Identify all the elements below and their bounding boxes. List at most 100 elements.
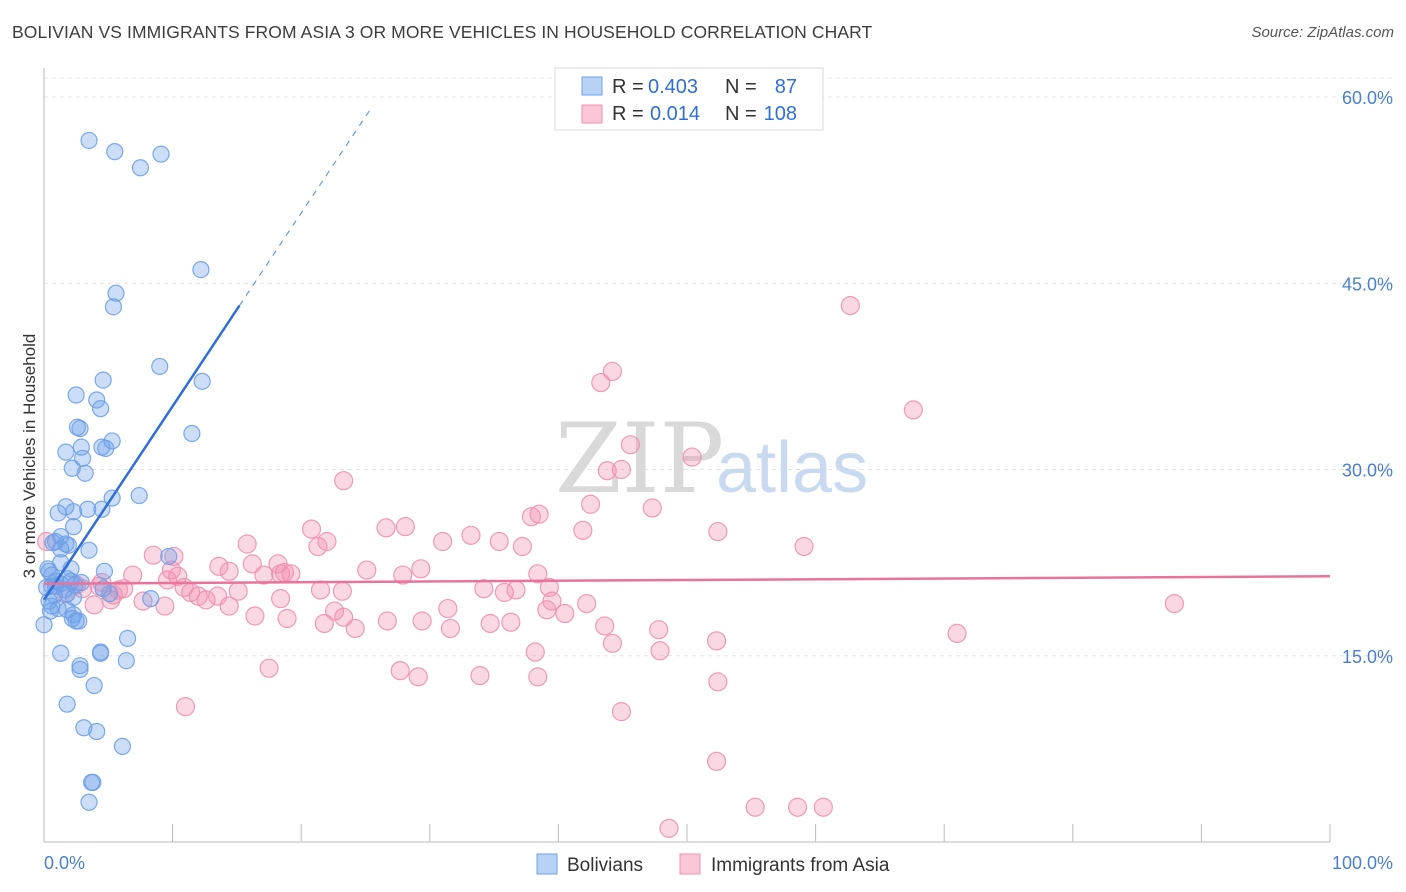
asia-point (525, 642, 545, 662)
y-tick-label: 15.0% (1342, 647, 1393, 667)
asia-point (271, 564, 291, 584)
trend-line-asia (43, 575, 1331, 585)
series-asia-points (36, 296, 1184, 838)
bolivian-point (152, 145, 170, 163)
bolivian-point (160, 547, 178, 566)
y-tick-label: 60.0% (1342, 88, 1393, 108)
bolivian-point (71, 657, 89, 675)
bolivian-point (104, 298, 123, 316)
bolivian-point (55, 581, 74, 599)
asia-point (143, 545, 163, 565)
y-tick-label: 45.0% (1342, 274, 1393, 294)
asia-point (440, 618, 460, 639)
asia-point (314, 613, 334, 634)
asia-point (470, 666, 490, 686)
legend-n-value-2: 108 (764, 103, 797, 125)
asia-point (708, 672, 728, 692)
asia-point (36, 531, 57, 552)
asia-point (259, 658, 279, 678)
source-label: Source: ZipAtlas.com (1251, 24, 1394, 41)
asia-point (591, 372, 611, 393)
asia-point (168, 566, 188, 586)
watermark-atlas: atlas (716, 428, 868, 508)
asia-point (573, 520, 593, 540)
legend-bottom-swatch-asia (679, 853, 701, 875)
asia-point (537, 600, 557, 620)
bolivian-point (130, 486, 148, 505)
asia-point (103, 585, 124, 605)
asia-point (840, 296, 860, 316)
bolivian-point (57, 443, 75, 461)
asia-point (706, 751, 727, 771)
bolivian-point (63, 459, 81, 477)
bolivian-point (192, 260, 210, 279)
bolivian-point (71, 419, 89, 438)
asia-point (489, 531, 509, 552)
bolivian-point (70, 612, 88, 630)
asia-point (529, 504, 549, 524)
asia-point (642, 498, 662, 518)
asia-point (602, 633, 623, 653)
asia-point (155, 596, 175, 616)
asia-point (242, 554, 262, 574)
asia-point (175, 697, 196, 717)
asia-point (794, 536, 814, 557)
bolivian-point (79, 500, 97, 518)
asia-point (196, 590, 216, 610)
y-tick-label: 30.0% (1342, 461, 1393, 481)
asia-point (357, 560, 377, 580)
bolivian-point (49, 504, 67, 522)
legend-bottom: Bolivians Immigrants from Asia (536, 853, 890, 876)
asia-point (745, 797, 765, 817)
asia-point (595, 616, 615, 636)
asia-point (577, 593, 597, 614)
asia-point (555, 603, 575, 624)
asia-point (528, 667, 548, 687)
bolivian-point (80, 131, 98, 150)
bolivian-point (91, 643, 110, 661)
watermark-zip: ZIP (555, 403, 724, 515)
bolivian-point (142, 590, 160, 608)
bolivian-point (94, 371, 112, 389)
bolivian-point (193, 372, 211, 390)
asia-point (1164, 593, 1184, 614)
bolivian-point (85, 676, 103, 695)
asia-point (682, 447, 702, 467)
y-tick-labels: 15.0% 30.0% 45.0% 60.0% (1342, 88, 1393, 667)
asia-point (620, 435, 641, 455)
bolivian-point (75, 719, 93, 737)
asia-point (597, 461, 617, 481)
asia-point (706, 631, 727, 651)
asia-point (649, 620, 669, 640)
x-tick-label-0: 0.0% (44, 853, 85, 873)
asia-point (474, 579, 494, 599)
bolivian-point (97, 439, 115, 457)
asia-point (219, 561, 239, 581)
asia-point (345, 618, 365, 639)
legend-bottom-swatch-bolivians (536, 853, 558, 875)
legend-swatch-bolivians (581, 76, 603, 96)
legend-swatch-asia (581, 104, 603, 124)
x-tick-label-100: 100.0% (1332, 853, 1393, 873)
asia-point (708, 521, 728, 542)
legend-bottom-asia: Immigrants from Asia (711, 855, 890, 876)
legend-r-value-1: 0.403 (648, 76, 698, 98)
asia-point (271, 589, 291, 609)
bolivian-point (88, 722, 106, 741)
bolivian-point (113, 737, 132, 755)
asia-point (308, 536, 328, 557)
bolivian-point (52, 644, 70, 662)
bolivian-point (80, 541, 98, 559)
bolivian-point (40, 562, 58, 580)
asia-point (521, 507, 541, 527)
asia-point (393, 565, 413, 585)
asia-point (580, 494, 601, 514)
bolivian-point (151, 357, 169, 376)
bolivian-point (91, 400, 110, 418)
bolivian-point (64, 503, 83, 521)
bolivian-point (59, 536, 78, 554)
y-axis-label: 3 or more Vehicles in Household (20, 334, 39, 579)
asia-point (512, 536, 532, 557)
asia-point (411, 559, 431, 579)
asia-point (332, 581, 352, 601)
